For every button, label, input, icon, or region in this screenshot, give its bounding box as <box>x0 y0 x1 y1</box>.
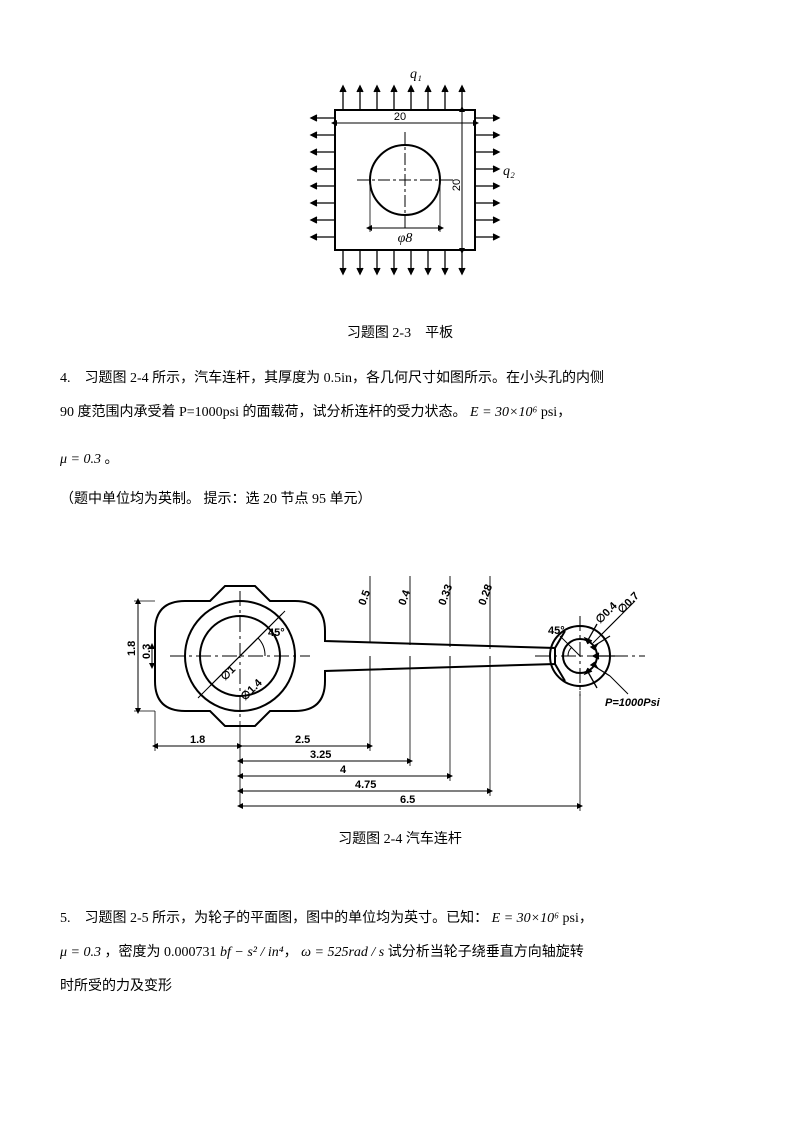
dim-0.3: 0.3 <box>141 644 153 659</box>
problem-4-text: 4. 习题图 2-4 所示，汽车连杆，其厚度为 0.5in，各几何尺寸如图所示。… <box>60 362 740 429</box>
dim-width: 20 <box>394 111 406 123</box>
dim-0.33: 0.33 <box>437 583 456 607</box>
p5-line2: 试分析当轮子绕垂直方向轴旋转 <box>384 945 584 960</box>
p5-omega: ω = 525rad / s <box>301 945 384 960</box>
dia-1: ∅1 <box>219 664 239 684</box>
figure-2-4-diagram: 45° 45° P=1000Psi 1.8 <box>120 536 680 816</box>
dia-0.7: ∅0.7 <box>616 590 642 616</box>
p4-mu: μ = 0.3 <box>60 452 101 467</box>
q1-label: q₁ <box>410 67 422 82</box>
dim-diameter: φ8 <box>398 231 413 246</box>
figure-2-3-diagram: 20 20 φ8 q₁ q₂ <box>285 60 515 310</box>
p4-mu-suffix: 。 <box>101 452 119 467</box>
angle-45-big: 45° <box>268 627 285 639</box>
p5-density-unit: bf − s² / in⁴ <box>220 945 284 960</box>
p4-line1: 4. 习题图 2-4 所示，汽车连杆，其厚度为 0.5in，各几何尺寸如图所示。… <box>60 371 604 386</box>
dim-6.5: 6.5 <box>400 794 415 806</box>
figure-2-3-container: 20 20 φ8 q₁ q₂ 习题图 2-3 平板 <box>60 60 740 342</box>
p4-E-unit: psi， <box>537 405 571 420</box>
dim-4.75: 4.75 <box>355 779 376 791</box>
figure-2-4-caption: 习题图 2-4 汽车连杆 <box>338 828 462 848</box>
dim-0.4: 0.4 <box>397 588 414 607</box>
p5-density-prefix: ，密度为 0.000731 <box>101 945 217 960</box>
p5-omega-prefix: ， <box>284 945 298 960</box>
p5-E-unit: psi， <box>559 911 593 926</box>
figure-2-3-caption: 习题图 2-3 平板 <box>347 322 453 342</box>
dim-2.5: 2.5 <box>295 734 310 746</box>
p5-line3: 时所受的力及变形 <box>60 979 172 994</box>
dim-1.8-left: 1.8 <box>126 641 138 656</box>
p4-line2: 90 度范围内承受着 P=1000psi 的面载荷，试分析连杆的受力状态。 <box>60 405 467 420</box>
q2-label: q₂ <box>503 164 515 179</box>
dia-0.4: ∅0.4 <box>594 600 621 627</box>
dim-4: 4 <box>340 764 347 776</box>
p4-E: E = 30×10⁶ <box>470 405 537 420</box>
p5-E: E = 30×10⁶ <box>492 911 559 926</box>
dim-0.28: 0.28 <box>477 583 496 607</box>
dim-3.25: 3.25 <box>310 749 331 761</box>
problem-5-text: 5. 习题图 2-5 所示，为轮子的平面图，图中的单位均为英寸。已知： E = … <box>60 902 740 1003</box>
dim-height: 20 <box>451 179 463 191</box>
dim-0.5: 0.5 <box>357 589 374 607</box>
figure-2-4-container: 45° 45° P=1000Psi 1.8 <box>60 536 740 848</box>
p5-line1: 5. 习题图 2-5 所示，为轮子的平面图，图中的单位均为英寸。已知： <box>60 911 488 926</box>
load-label: P=1000Psi <box>605 697 661 709</box>
problem-4-mu: μ = 0.3 。 <box>60 443 740 477</box>
angle-45-small: 45° <box>548 625 565 637</box>
dim-1.8-bottom: 1.8 <box>190 734 205 746</box>
p5-mu: μ = 0.3 <box>60 945 101 960</box>
problem-4-hint: （题中单位均为英制。 提示：选 20 节点 95 单元） <box>60 483 740 517</box>
